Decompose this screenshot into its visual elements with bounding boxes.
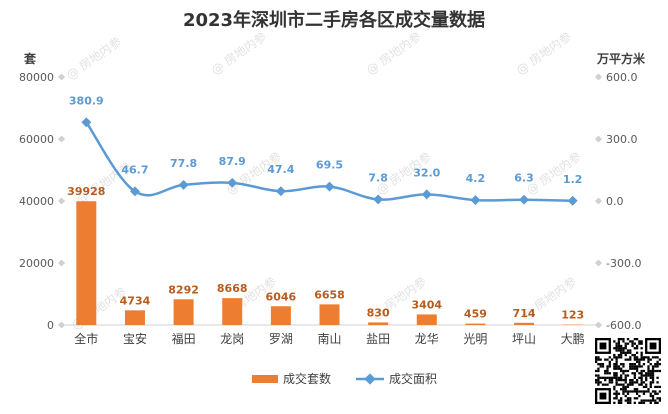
left-axis-tick-marker (57, 259, 66, 267)
right-axis-tick-label: 0.0 (606, 195, 624, 208)
right-axis-tick-marker (594, 135, 603, 143)
legend: 成交套数 成交面积 (252, 371, 437, 386)
line-value-label: 87.9 (219, 155, 246, 168)
left-axis-tick-marker (57, 135, 66, 143)
watermarks: @ 房地内参 @ 房地内参 @ 房地内参 @ 房地内参@ 房地内参 @ 房地内参 @ 房地… (63, 29, 584, 333)
x-axis-tick-label: 龙华 (415, 332, 439, 346)
x-axis-tick-label: 南山 (317, 331, 341, 346)
line-point (421, 189, 432, 200)
bar (222, 298, 243, 325)
right-axis-tick-label: 600.0 (606, 71, 638, 84)
right-axis-tick-marker (594, 197, 603, 205)
line-value-label: 32.0 (413, 166, 440, 179)
x-axis-tick-label: 罗湖 (269, 331, 293, 346)
watermark-text: @ 房地内参 (63, 34, 124, 83)
right-axis-unit: 万平方米 (596, 51, 646, 66)
left-axis-tick-label: 20000 (19, 257, 54, 270)
left-axis-ticks: 0 20000 40000 60000 80000 (19, 71, 66, 332)
line-value-label: 6.3 (514, 172, 534, 185)
line-point (81, 117, 92, 128)
x-axis-tick-label: 盐田 (366, 332, 390, 346)
bar (270, 306, 291, 325)
left-axis-tick-marker (57, 321, 66, 329)
x-axis-tick-label: 宝安 (123, 331, 147, 346)
right-axis-tick-label: 300.0 (606, 133, 638, 146)
line-point (130, 186, 140, 197)
left-axis-tick-label: 80000 (19, 71, 54, 84)
bar (416, 314, 437, 325)
bar-value-label: 123 (561, 309, 584, 322)
legend-bar-swatch (252, 375, 278, 383)
x-axis-tick-label: 龙岗 (220, 332, 244, 346)
line-point (470, 195, 481, 206)
bar-value-label: 39928 (67, 185, 105, 198)
left-axis-tick-marker (57, 73, 66, 81)
line-value-label: 1.2 (563, 173, 583, 186)
bar (76, 201, 97, 325)
right-axis-tick-label: -600.0 (606, 319, 641, 332)
line-series: 380.9 46.7 77.8 87.9 47.4 69.5 7.8 32.0 4.2 6.3 1.… (69, 94, 583, 206)
left-axis-tick-marker (57, 197, 66, 205)
bar-value-label: 3404 (411, 298, 442, 311)
chart-title: 2023年深圳市二手房各区成交量数据 (183, 9, 485, 31)
x-axis-tick-label: 福田 (172, 331, 196, 346)
bar-value-label: 4734 (120, 294, 151, 307)
line-point (275, 186, 286, 197)
line-value-label: 380.9 (69, 94, 104, 107)
watermark-text: @ 房地内参 (363, 29, 424, 78)
right-axis-tick-marker (594, 321, 603, 329)
legend-bar-label: 成交套数 (283, 371, 331, 386)
line-value-label: 47.4 (267, 163, 294, 176)
line-value-label: 69.5 (316, 159, 343, 172)
bar-value-label: 8292 (168, 283, 199, 296)
bar (124, 310, 145, 325)
bar-value-label: 6046 (266, 290, 297, 303)
bar-series: 39928 4734 8292 8668 6046 6658 830 3404 459 714 12… (67, 185, 584, 325)
bar-value-label: 459 (464, 308, 487, 321)
x-axis-tick-label: 光明 (463, 332, 487, 346)
x-axis-tick-label: 大鹏 (561, 332, 585, 346)
x-axis-tick-label: 坪山 (512, 332, 536, 346)
line-point (227, 177, 238, 188)
qr-code-icon (595, 338, 661, 404)
legend-line-label: 成交面积 (389, 371, 437, 386)
bar-value-label: 714 (513, 307, 536, 320)
left-axis-tick-label: 60000 (19, 133, 54, 146)
line-value-label: 7.8 (368, 171, 388, 184)
line-value-label: 77.8 (170, 157, 197, 170)
line-point (324, 181, 335, 192)
line-point (519, 194, 529, 205)
right-axis-tick-marker (594, 73, 603, 81)
legend-line-marker (364, 373, 376, 385)
bar-value-label: 6658 (314, 288, 345, 301)
x-axis-ticks: 全市 宝安 福田 龙岗 罗湖 南山 盐田 龙华 光明 坪山 大鹏 (74, 331, 584, 346)
bar (173, 299, 194, 325)
line-point (567, 195, 578, 206)
right-axis-ticks: -600.0 -300.0 0.0 300.0 600.0 (594, 71, 641, 332)
line-point (178, 179, 189, 190)
left-axis-tick-label: 0 (47, 319, 54, 332)
bar (319, 304, 340, 325)
bar (368, 322, 389, 325)
x-axis-tick-label: 全市 (74, 331, 98, 346)
bar-value-label: 830 (367, 306, 390, 319)
line-value-label: 4.2 (466, 172, 486, 185)
bar (465, 323, 486, 325)
watermark-text: @ 房地内参 (513, 29, 574, 78)
left-axis-tick-label: 40000 (19, 195, 54, 208)
bar (514, 322, 535, 325)
right-axis-tick-label: -300.0 (606, 257, 641, 270)
line-value-label: 46.7 (121, 163, 148, 176)
watermark-text: @ 房地内参 (208, 29, 269, 78)
bar-value-label: 8668 (217, 282, 248, 295)
right-axis-tick-marker (594, 259, 603, 267)
left-axis-unit: 套 (23, 51, 37, 66)
line-point (373, 194, 384, 205)
